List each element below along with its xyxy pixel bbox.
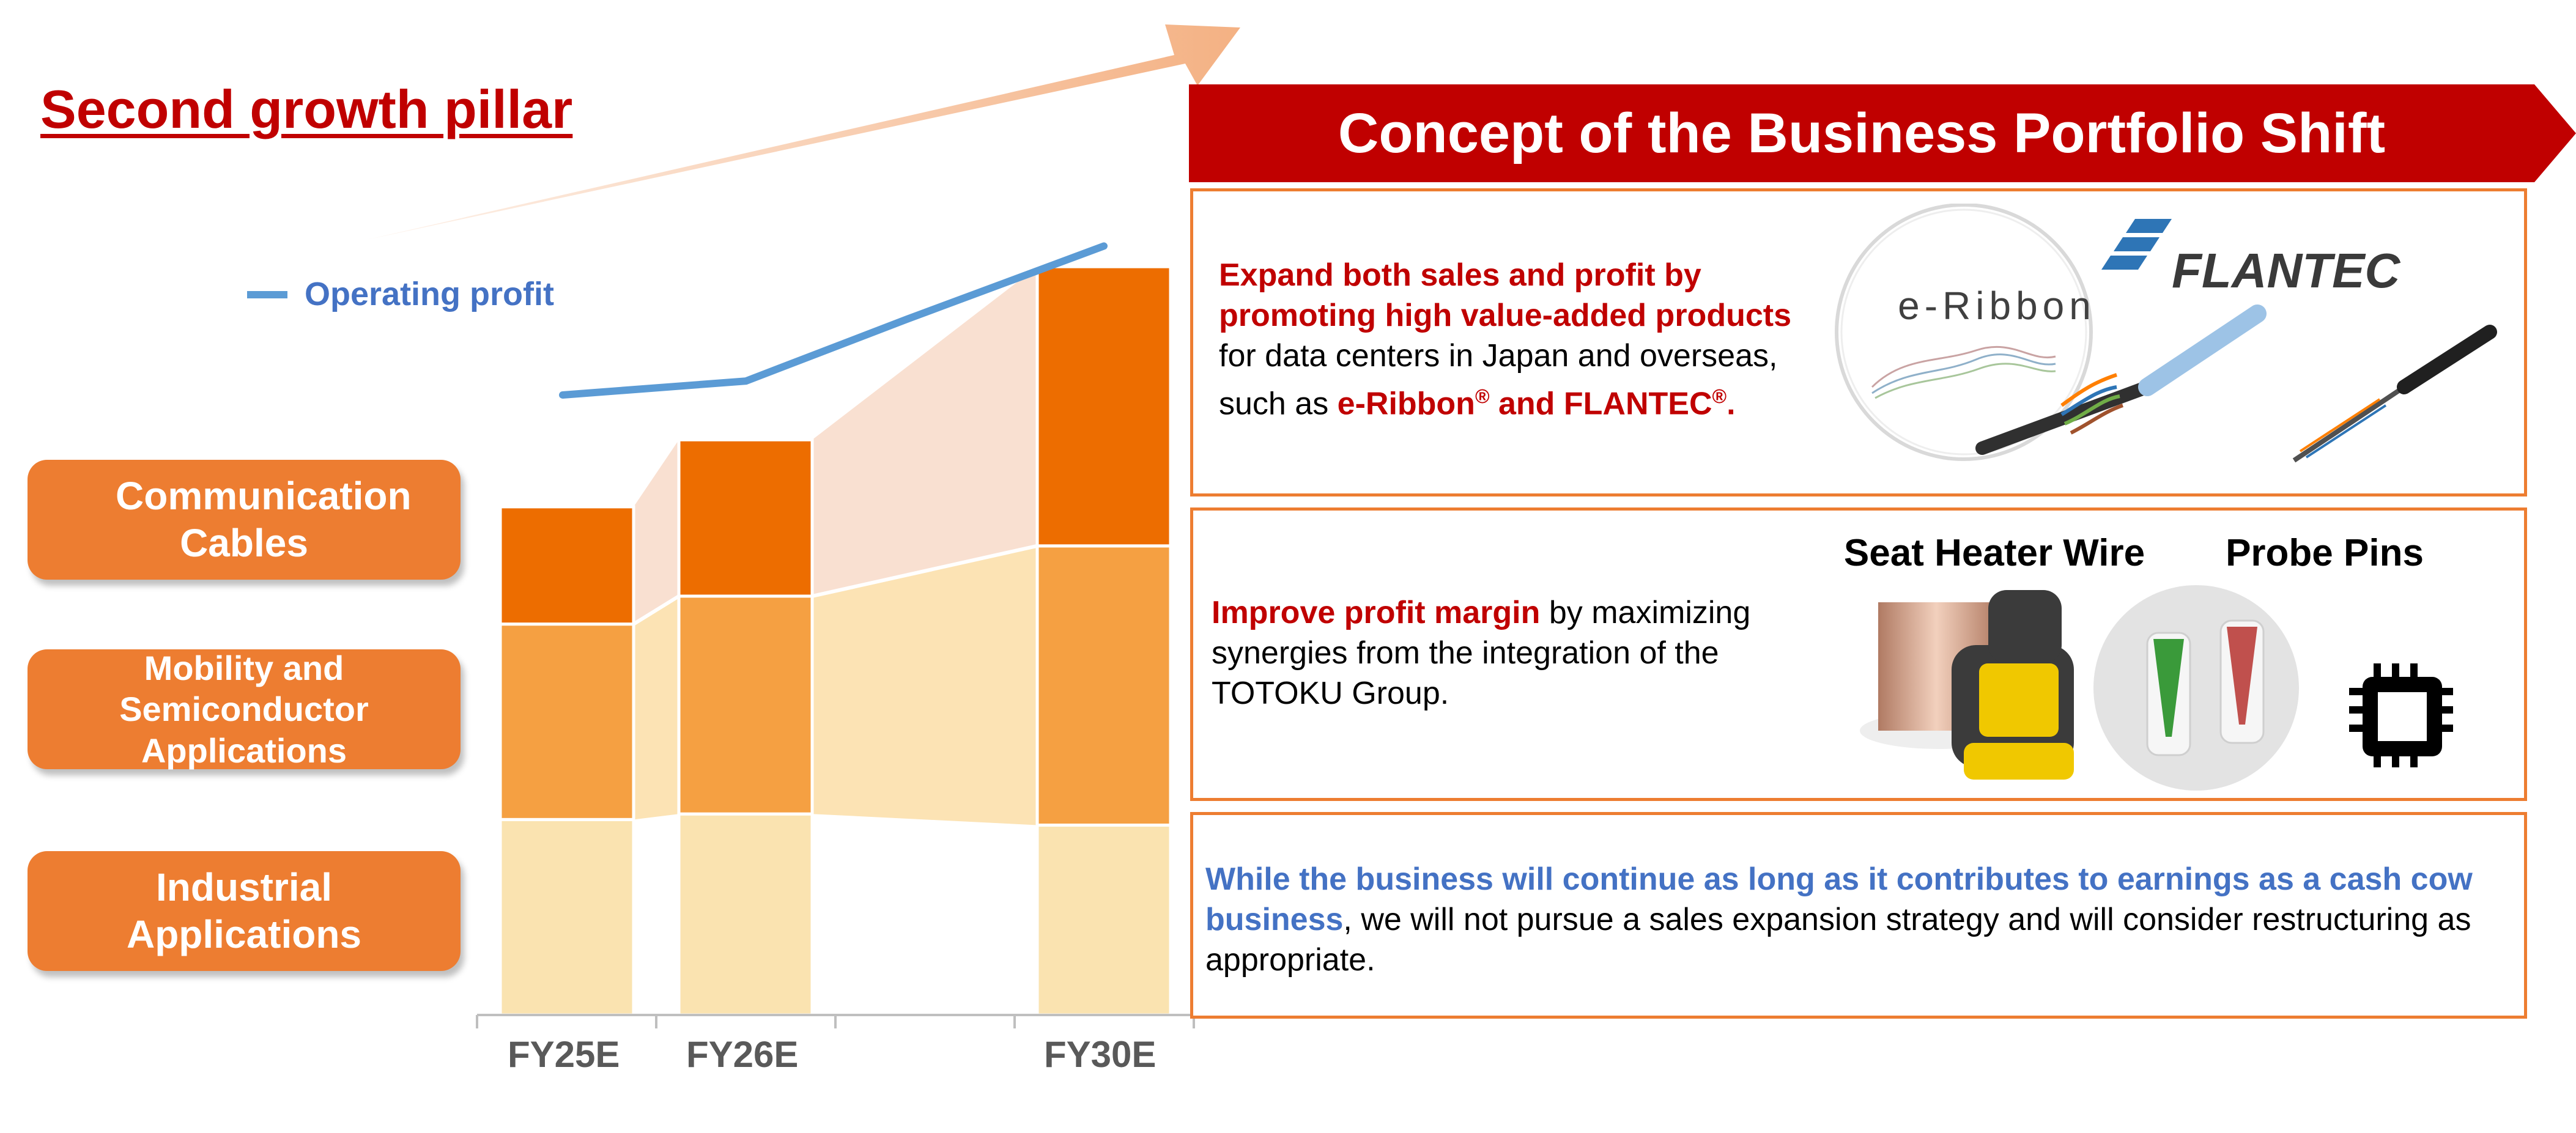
bar-communication-fy30e: [1035, 265, 1172, 548]
mobility-products-illustration: [1860, 585, 2453, 791]
product-label-seat-heater-wire: Seat Heater Wire: [1843, 532, 2145, 574]
connector-divider-1-3: [812, 544, 1038, 598]
panel-industrial: While the business will continue as long…: [1190, 812, 2527, 1019]
panel-mobility: Improve profit margin by maximizing syne…: [1190, 507, 2527, 801]
connector-communication-1-3: [812, 267, 1037, 597]
panel-mobility-text: Improve profit margin by maximizing syne…: [1212, 595, 1751, 711]
segment-label-industrial: Industrial Applications: [28, 851, 461, 971]
connector-communication-0-1: [634, 440, 679, 624]
connector-industrial-1-3: [812, 814, 1037, 1015]
connector-divider-0-1: [632, 594, 680, 626]
flantec-logo: FLANTEC: [2172, 243, 2400, 298]
legend-operating-profit: Operating profit: [305, 276, 554, 312]
tick-label-fy26e: FY26E: [686, 1034, 799, 1075]
connector-industrial-0-1: [634, 814, 679, 1015]
connector-mobility-0-1: [634, 596, 679, 820]
operating-profit-line: [559, 242, 1108, 399]
bar-mobility-fy30e: [1035, 544, 1172, 827]
bar-industrial-fy25e: [498, 817, 635, 1017]
panel-communication: Expand both sales and profit by promotin…: [1190, 188, 2527, 496]
product-label-probe-pins: Probe Pins: [2226, 532, 2424, 574]
panel-communication-text: Expand both sales and profit by promotin…: [1219, 257, 1791, 422]
bar-mobility-fy26e: [677, 594, 814, 816]
banner-title: Concept of the Business Portfolio Shift: [1338, 101, 2386, 164]
bar-industrial-fy26e: [677, 812, 814, 1017]
segment-label-mobility: Mobility and Semiconductor Applications: [28, 649, 461, 770]
bar-industrial-fy30e: [1035, 823, 1172, 1017]
page-title: Second growth pillar: [40, 79, 573, 139]
connector-mobility-1-3: [812, 545, 1037, 825]
tick-label-fy30e: FY30E: [1044, 1034, 1157, 1075]
eribbon-logo: e-Ribbon: [1898, 284, 2096, 328]
banner-arrow: [1189, 84, 2576, 182]
communication-products-illustration: [1835, 204, 2497, 463]
tick-label-fy25e: FY25E: [508, 1034, 620, 1075]
bar-communication-fy25e: [498, 505, 635, 626]
segment-label-communication: Communication Cables: [28, 460, 461, 580]
bar-communication-fy26e: [677, 438, 814, 598]
bar-mobility-fy25e: [498, 622, 635, 821]
growth-arrow: [367, 24, 1240, 240]
panel-industrial-text: While the business will continue as long…: [1205, 862, 2473, 978]
